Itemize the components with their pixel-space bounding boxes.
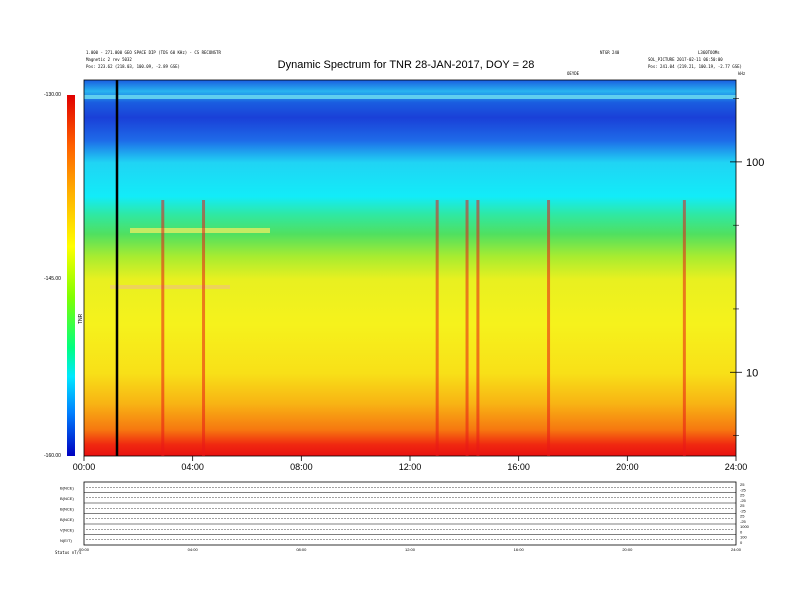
colorbar-tick-top: -130.00 (44, 92, 61, 98)
header-left-line2: Magnetic 2 rev 5032 (86, 57, 132, 62)
panel-range-top: 25 (740, 482, 745, 487)
panel-x-tick-label: 00:00 (79, 547, 90, 552)
panel-range-bottom: -25 (740, 498, 747, 503)
chart-title: Dynamic Spectrum for TNR 28-JAN-2017, DO… (277, 59, 535, 71)
yellow-band-line-top (130, 228, 270, 233)
panels-group: B(NCE)25-25B(NCE)25-25B(NCE)25-25B(NCE)2… (60, 482, 750, 552)
burst-0 (161, 200, 165, 456)
panel-range-bottom: -25 (740, 509, 747, 514)
bursts-group (161, 200, 686, 456)
panel-range-bottom: 0 (740, 540, 743, 545)
y-ticks-group: 10 100 (730, 98, 764, 436)
burst-2 (435, 200, 439, 456)
panel-range-top: 100 (740, 535, 747, 540)
x-tick-label: 04:00 (181, 462, 204, 472)
spectrogram-background (84, 80, 736, 456)
panel-x-tick-label: 16:00 (514, 547, 525, 552)
panel-label: B(NCE) (60, 485, 74, 490)
panel-x-tick-label: 08:00 (296, 547, 307, 552)
panel-range-top: 25 (740, 493, 745, 498)
burst-6 (682, 200, 686, 456)
header-left-line1: 1.000 - 271.000 GEO SPACE DIP (TDS 60 KH… (86, 50, 221, 55)
x-tick-label: 00:00 (73, 462, 96, 472)
burst-3 (465, 200, 469, 456)
panel-x-tick-label: 24:00 (731, 547, 742, 552)
y-tick-label: 100 (746, 157, 764, 169)
yellow-band-line-mid (110, 285, 230, 289)
panel-range-bottom: -25 (740, 519, 747, 524)
header-right-line4: Pos: 241.04 (219.21, 100.19, -2.77 GSE) (648, 64, 742, 69)
header-center-note: OEYDE (567, 71, 580, 76)
x-tick-label: 24:00 (725, 462, 748, 472)
panel-x-tick-label: 04:00 (188, 547, 199, 552)
colorbar (67, 95, 75, 456)
y-tick-label: 10 (746, 367, 758, 379)
panel-label: V(NCE) (60, 527, 74, 532)
burst-4 (476, 200, 480, 456)
x-tick-label: 20:00 (616, 462, 639, 472)
header-right-line3: SOL_PICTURE 2017-02-11 06:50:00 (648, 57, 723, 62)
x-tick-label: 12:00 (399, 462, 422, 472)
burst-5 (547, 200, 551, 456)
panel-label: B(NCE) (60, 517, 74, 522)
panel-label: N(E/T) (60, 538, 72, 543)
cyan-band-line (84, 95, 736, 99)
colorbar-tick-bottom: -160.00 (44, 453, 61, 459)
panel-range-bottom: 0 (740, 530, 743, 535)
panel-range-top: 1000 (740, 524, 750, 529)
right-axis-unit: kHz (738, 71, 746, 76)
colorbar-tick-mid: -145.00 (44, 276, 61, 282)
panel-x-tick-label: 12:00 (405, 547, 416, 552)
panel-label: B(NCE) (60, 496, 74, 501)
x-ticks-group: 00:00 04:00 08:00 12:00 16:00 20:00 24:00 (73, 456, 748, 472)
panel-range-top: 25 (740, 514, 745, 519)
x-tick-label: 16:00 (507, 462, 530, 472)
burst-1 (202, 200, 206, 456)
footer-label: Status nT/s (55, 550, 82, 555)
header-right-line1: NTGR 240 (600, 50, 620, 55)
header-left-line3: Pos: 223.62 (218.03, 100.09, -2.89 GSE) (86, 64, 180, 69)
panel-range-top: 25 (740, 503, 745, 508)
panel-range-bottom: -25 (740, 488, 747, 493)
header-right-line2: L360TOOMs (698, 50, 720, 55)
panel-label: B(NCE) (60, 506, 74, 511)
x-tick-label: 08:00 (290, 462, 313, 472)
panel-x-tick-label: 20:00 (622, 547, 633, 552)
